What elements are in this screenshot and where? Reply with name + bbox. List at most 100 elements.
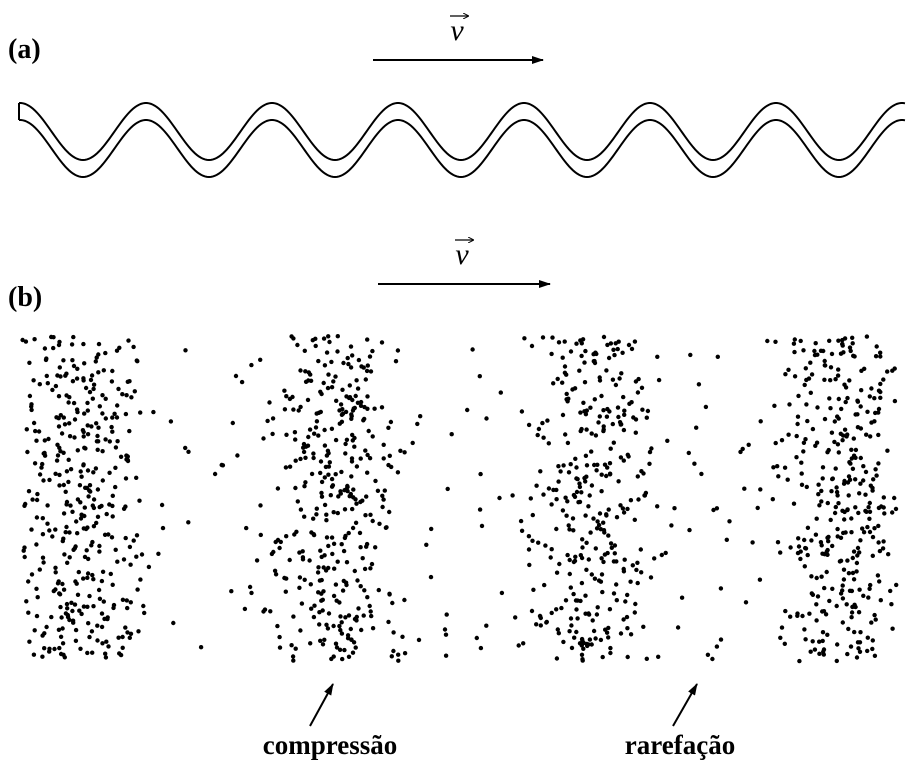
particle: [300, 549, 305, 554]
particle: [564, 391, 569, 397]
particle: [159, 502, 165, 508]
particle: [69, 600, 74, 605]
particle: [316, 433, 321, 438]
particle: [74, 581, 79, 586]
particle: [128, 562, 133, 567]
particle: [608, 650, 613, 656]
particle: [78, 646, 83, 651]
particle: [816, 492, 821, 497]
particle: [582, 360, 587, 365]
particle: [687, 527, 692, 533]
particle: [608, 341, 614, 346]
particle: [312, 603, 317, 608]
particle: [875, 573, 881, 578]
particle: [589, 483, 595, 488]
particle: [99, 503, 104, 509]
particle: [336, 494, 341, 499]
particle: [855, 640, 861, 645]
particle: [563, 598, 569, 603]
particle: [109, 535, 115, 540]
particle: [622, 412, 627, 417]
particle: [851, 549, 857, 554]
particle: [822, 377, 827, 382]
particle: [34, 515, 40, 520]
particle: [858, 481, 863, 486]
particle: [628, 632, 634, 637]
particle: [95, 447, 100, 452]
particle: [659, 552, 664, 558]
particle: [858, 455, 863, 461]
particle: [329, 484, 335, 489]
particle: [546, 486, 552, 491]
particle: [878, 354, 883, 359]
particle: [365, 363, 370, 368]
particle: [596, 522, 602, 528]
particle: [353, 393, 358, 399]
particle: [339, 542, 344, 547]
particle: [625, 506, 630, 512]
particle: [577, 484, 583, 490]
particle: [836, 338, 841, 343]
particle: [778, 635, 783, 640]
particle: [581, 640, 586, 646]
particle: [601, 427, 606, 432]
particle: [90, 572, 95, 578]
particle: [542, 582, 547, 588]
particle: [319, 554, 324, 560]
particle: [796, 544, 802, 549]
particle: [367, 603, 372, 609]
particle: [833, 466, 838, 471]
particle: [562, 364, 568, 369]
particle: [596, 578, 602, 583]
particle: [379, 340, 385, 345]
particle: [600, 589, 605, 595]
particle: [298, 404, 303, 410]
particle: [608, 446, 613, 451]
particle: [96, 425, 101, 430]
particle: [96, 341, 102, 347]
particle: [529, 343, 535, 349]
particle: [125, 379, 130, 384]
particle: [825, 632, 830, 637]
particle: [873, 354, 879, 359]
particle: [319, 494, 325, 499]
particle: [337, 623, 342, 629]
particle: [23, 501, 28, 507]
particle: [302, 484, 307, 489]
particle: [796, 393, 801, 399]
particle: [128, 631, 134, 636]
particle: [872, 419, 877, 424]
particle: [53, 527, 58, 532]
particle: [320, 642, 326, 647]
particle: [368, 609, 373, 614]
particle: [775, 464, 780, 469]
particle: [579, 490, 584, 495]
particle: [846, 571, 852, 576]
particle: [373, 545, 378, 550]
particle: [287, 464, 293, 469]
particle: [124, 453, 129, 458]
particle: [809, 372, 815, 377]
particle: [724, 537, 729, 542]
particle: [356, 357, 362, 363]
particle: [107, 470, 112, 475]
particle: [865, 635, 870, 640]
particle: [636, 497, 641, 502]
particle: [628, 498, 634, 503]
particle: [123, 411, 129, 417]
particle: [807, 611, 812, 616]
particle: [792, 337, 797, 342]
particle: [592, 576, 598, 581]
particle: [645, 408, 651, 414]
particle: [554, 487, 559, 493]
particle: [592, 397, 597, 402]
particle: [126, 338, 131, 343]
particle: [339, 631, 345, 636]
particle: [278, 539, 283, 545]
particle: [621, 566, 626, 572]
particle: [873, 410, 878, 416]
particle: [835, 442, 841, 447]
particle: [714, 506, 720, 511]
particle: [711, 507, 716, 513]
particle: [100, 449, 105, 454]
